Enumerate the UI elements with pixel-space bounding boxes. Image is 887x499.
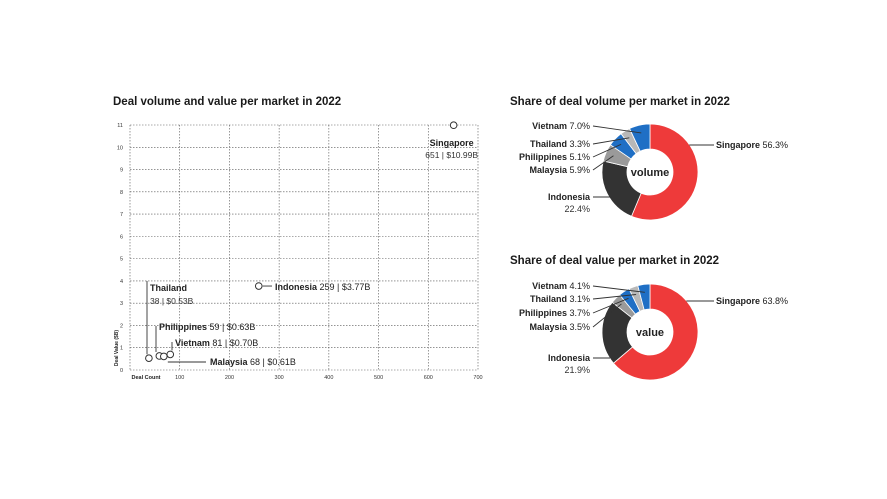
leader-line-malaysia	[592, 155, 614, 171]
value-donut-title: Share of deal value per market in 2022	[510, 255, 720, 267]
slice-value-malaysia: 3.5%	[569, 322, 590, 332]
point-name-vietnam: Vietnam	[175, 338, 212, 348]
point-detail-philippines: 59 | $0.63B	[210, 322, 256, 332]
point-detail-thailand: 38 | $0.53B	[150, 296, 194, 306]
donut-slice-vietnam	[637, 283, 651, 311]
slice-value-thailand: 3.1%	[569, 294, 590, 304]
y-tick-label: 6	[120, 234, 123, 240]
slice-value-malaysia: 5.9%	[569, 165, 590, 175]
slice-label-malaysia: Malaysia 3.5%	[529, 322, 590, 332]
slice-name-vietnam: Vietnam	[532, 281, 569, 291]
point-detail-singapore: 651 | $10.99B	[425, 150, 478, 160]
point-label-indonesia: Indonesia 259 | $3.77B	[275, 282, 370, 292]
leader-line-philippines	[592, 143, 622, 158]
y-tick-label: 2	[120, 323, 123, 329]
slice-value-singapore: 56.3%	[763, 140, 789, 150]
slice-value-vietnam: 4.1%	[569, 281, 590, 291]
point-label-philippines: Philippines 59 | $0.63B	[159, 322, 255, 332]
scatter-point-indonesia	[254, 282, 263, 290]
leader-line-philippines	[592, 297, 629, 314]
leader-line-thailand	[592, 137, 630, 145]
y-tick-label: 8	[120, 190, 123, 196]
slice-name-philippines: Philippines	[519, 308, 570, 318]
x-tick-label: 500	[374, 375, 383, 381]
slice-label-singapore: Singapore 63.8%	[716, 296, 788, 306]
y-tick-label: 3	[120, 301, 123, 307]
y-tick-label: 9	[120, 168, 123, 174]
y-axis-title: Deal Value ($B)	[114, 330, 120, 366]
slice-label-philippines: Philippines 3.7%	[519, 308, 590, 318]
y-tick-label: 7	[120, 212, 123, 218]
x-tick-label: 700	[473, 375, 482, 381]
slice-value-indonesia: 22.4%	[564, 204, 590, 214]
x-tick-label: 600	[424, 375, 433, 381]
y-tick-label: 10	[117, 145, 123, 151]
leader-line-malaysia	[592, 303, 622, 328]
x-tick-label: 100	[175, 375, 184, 381]
slice-name-indonesia: Indonesia	[548, 353, 591, 363]
slice-name-vietnam: Vietnam	[532, 121, 569, 131]
x-tick-label: 200	[225, 375, 234, 381]
point-label-malaysia: Malaysia 68 | $0.61B	[210, 357, 296, 367]
slice-name-thailand: Thailand	[530, 294, 570, 304]
slice-name-malaysia: Malaysia	[529, 165, 569, 175]
slice-label-malaysia: Malaysia 5.9%	[529, 165, 590, 175]
point-label-vietnam: Vietnam 81 | $0.70B	[175, 338, 258, 348]
slice-value-indonesia: 21.9%	[564, 365, 590, 375]
x-tick-label: 400	[324, 375, 333, 381]
leader-line-vietnam	[592, 285, 645, 293]
slice-label-thailand: Thailand 3.3%	[530, 139, 590, 149]
point-label-singapore: Singapore	[430, 138, 474, 148]
slice-label-singapore: Singapore 56.3%	[716, 140, 788, 150]
point-name-philippines: Philippines	[159, 322, 210, 332]
leader-line-thailand	[592, 294, 637, 300]
slice-label-philippines: Philippines 5.1%	[519, 152, 590, 162]
donut-slice-singapore	[630, 123, 699, 221]
point-name-malaysia: Malaysia	[210, 357, 250, 367]
slice-value-philippines: 3.7%	[569, 308, 590, 318]
slice-name-thailand: Thailand	[530, 139, 570, 149]
scatter-title: Deal volume and value per market in 2022	[113, 96, 342, 108]
y-tick-label: 11	[117, 123, 123, 129]
y-tick-label: 5	[120, 257, 123, 263]
y-tick-label: 1	[120, 346, 123, 352]
donut-center-label: volume	[631, 167, 670, 179]
slice-value-singapore: 63.8%	[763, 296, 789, 306]
volume-donut-title: Share of deal volume per market in 2022	[510, 96, 730, 108]
slice-label-vietnam: Vietnam 7.0%	[532, 121, 590, 131]
scatter-point-thailand	[145, 354, 153, 362]
slice-name-singapore: Singapore	[716, 296, 763, 306]
donut-center-label: value	[636, 327, 664, 339]
slice-name-singapore: Singapore	[716, 140, 763, 150]
slice-value-vietnam: 7.0%	[569, 121, 590, 131]
scatter-point-singapore	[449, 121, 458, 130]
scatter-point-malaysia	[160, 352, 168, 361]
y-tick-label: 4	[120, 279, 123, 285]
slice-value-thailand: 3.3%	[569, 139, 590, 149]
point-detail-vietnam: 81 | $0.70B	[212, 338, 258, 348]
slice-name-malaysia: Malaysia	[529, 322, 569, 332]
point-label-thailand: Thailand	[150, 283, 187, 293]
slice-label-vietnam: Vietnam 4.1%	[532, 281, 590, 291]
slice-name-indonesia: Indonesia	[548, 192, 591, 202]
x-tick-label: 300	[275, 375, 284, 381]
y-tick-label: 0	[120, 368, 123, 374]
donut-slice-vietnam	[629, 123, 651, 152]
point-detail-indonesia: 259 | $3.77B	[320, 282, 371, 292]
donut-slice-singapore	[612, 283, 699, 381]
x-axis-title: Deal Count	[131, 375, 160, 381]
slice-name-philippines: Philippines	[519, 152, 570, 162]
slice-label-thailand: Thailand 3.1%	[530, 294, 590, 304]
slice-value-philippines: 5.1%	[569, 152, 590, 162]
point-detail-malaysia: 68 | $0.61B	[250, 357, 296, 367]
leader-line-vietnam	[592, 125, 642, 134]
point-name-indonesia: Indonesia	[275, 282, 320, 292]
